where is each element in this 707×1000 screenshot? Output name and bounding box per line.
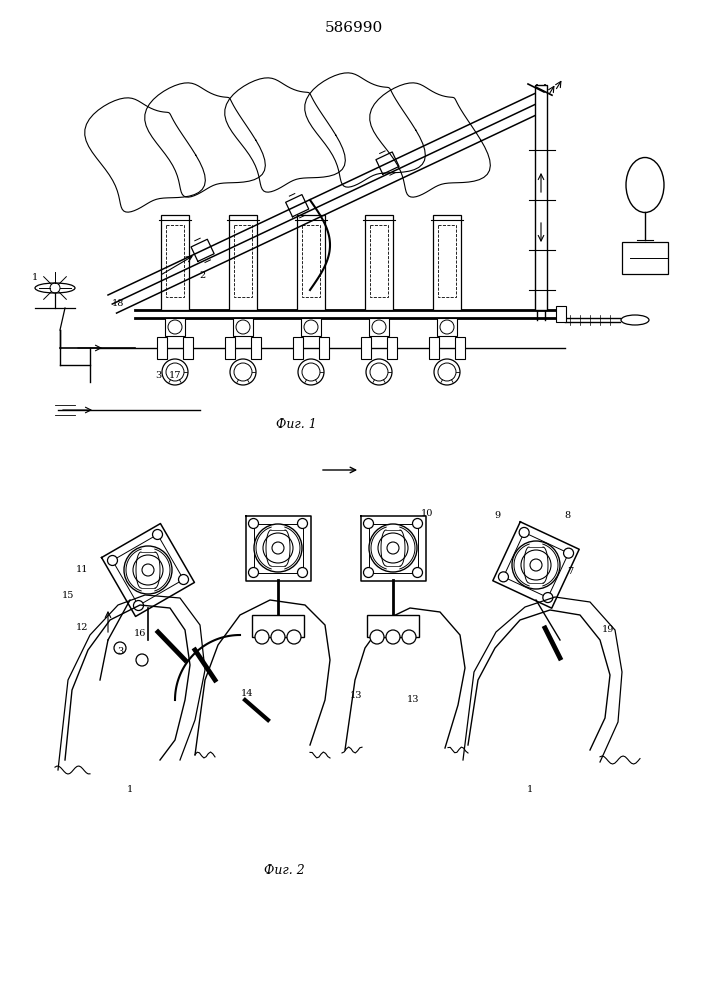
Circle shape	[512, 541, 560, 589]
Ellipse shape	[35, 283, 75, 293]
Circle shape	[298, 568, 308, 578]
Circle shape	[369, 524, 417, 572]
Circle shape	[178, 575, 189, 585]
Bar	[165, 318, 185, 336]
Bar	[166, 225, 184, 297]
Bar	[251, 337, 261, 359]
Circle shape	[370, 630, 384, 644]
Text: 16: 16	[134, 630, 146, 639]
Bar	[252, 615, 304, 637]
Circle shape	[254, 524, 302, 572]
Bar	[365, 215, 393, 310]
Bar	[437, 318, 457, 336]
Bar	[433, 215, 461, 310]
Bar	[183, 337, 193, 359]
Circle shape	[563, 548, 573, 558]
Text: Фиг. 2: Фиг. 2	[264, 863, 305, 876]
Bar	[367, 615, 419, 637]
Circle shape	[136, 654, 148, 666]
Ellipse shape	[626, 157, 664, 213]
Circle shape	[263, 533, 293, 563]
Bar	[229, 215, 257, 310]
Text: 19: 19	[602, 626, 614, 635]
Text: 13: 13	[407, 696, 419, 704]
Bar	[234, 225, 252, 297]
Bar	[369, 318, 389, 336]
Circle shape	[271, 630, 285, 644]
Bar	[225, 337, 235, 359]
Ellipse shape	[621, 315, 649, 325]
Circle shape	[412, 518, 423, 528]
Bar	[556, 306, 566, 322]
Circle shape	[114, 642, 126, 654]
Bar	[387, 337, 397, 359]
Bar	[302, 225, 320, 297]
Circle shape	[107, 555, 117, 565]
Circle shape	[521, 550, 551, 580]
Circle shape	[363, 568, 373, 578]
Bar	[455, 337, 465, 359]
Bar	[161, 215, 189, 310]
Text: 13: 13	[350, 690, 362, 700]
Text: Фиг. 1: Фиг. 1	[276, 418, 316, 432]
Text: 11: 11	[76, 566, 88, 574]
Ellipse shape	[298, 359, 324, 385]
Bar	[535, 85, 547, 310]
Bar	[429, 337, 439, 359]
Text: 1: 1	[527, 786, 533, 794]
Circle shape	[255, 630, 269, 644]
Bar	[157, 337, 167, 359]
Bar	[297, 215, 325, 310]
Text: 3: 3	[117, 648, 123, 656]
Circle shape	[248, 518, 259, 528]
Ellipse shape	[230, 359, 256, 385]
Circle shape	[402, 630, 416, 644]
Text: 9: 9	[494, 512, 500, 520]
Text: 586990: 586990	[325, 21, 383, 35]
Text: 15: 15	[62, 591, 74, 600]
Ellipse shape	[366, 359, 392, 385]
Bar	[293, 337, 303, 359]
Circle shape	[142, 564, 154, 576]
Text: 7: 7	[567, 568, 573, 576]
Bar	[370, 225, 388, 297]
Bar	[233, 318, 253, 336]
Bar	[361, 337, 371, 359]
Text: 8: 8	[564, 512, 570, 520]
Text: 18: 18	[112, 298, 124, 308]
Circle shape	[134, 601, 144, 611]
Circle shape	[272, 542, 284, 554]
Text: 1: 1	[32, 273, 38, 282]
Circle shape	[387, 542, 399, 554]
Text: 14: 14	[241, 690, 253, 698]
Circle shape	[363, 518, 373, 528]
Bar	[319, 337, 329, 359]
Circle shape	[412, 568, 423, 578]
Circle shape	[519, 527, 529, 537]
Text: 1: 1	[127, 786, 133, 794]
Text: 12: 12	[76, 624, 88, 633]
Circle shape	[530, 559, 542, 571]
Ellipse shape	[434, 359, 460, 385]
Circle shape	[124, 546, 172, 594]
Circle shape	[498, 572, 508, 582]
Circle shape	[153, 529, 163, 539]
Circle shape	[133, 555, 163, 585]
Text: 2: 2	[199, 270, 205, 279]
Text: 3: 3	[155, 370, 161, 379]
Circle shape	[378, 533, 408, 563]
Ellipse shape	[162, 359, 188, 385]
Text: 17: 17	[169, 370, 181, 379]
Circle shape	[248, 568, 259, 578]
Bar	[301, 318, 321, 336]
Circle shape	[287, 630, 301, 644]
Bar	[622, 242, 668, 274]
Circle shape	[386, 630, 400, 644]
Circle shape	[298, 518, 308, 528]
Text: 10: 10	[421, 508, 433, 518]
Circle shape	[543, 593, 553, 603]
Bar	[438, 225, 456, 297]
